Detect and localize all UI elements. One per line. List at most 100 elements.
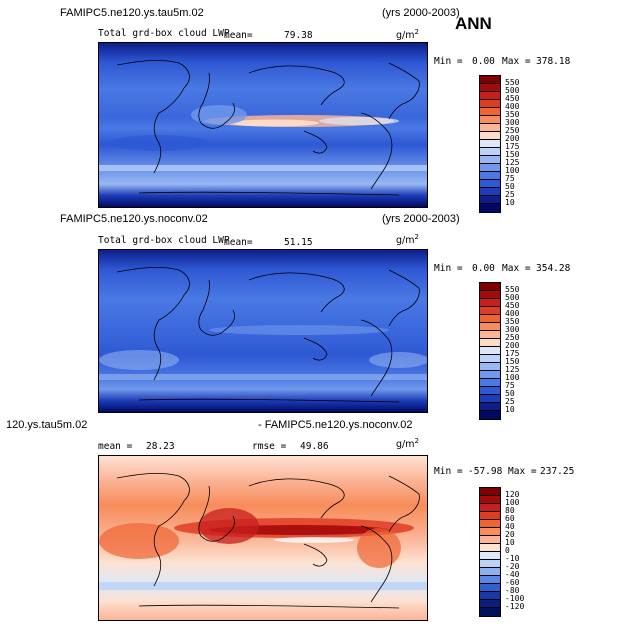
- colorbar-tick-label: 80: [505, 506, 515, 515]
- colorbar-swatch: [480, 411, 500, 419]
- colorbar-swatch: [480, 156, 500, 164]
- colorbar-tick-label: 450: [505, 94, 520, 103]
- panel2-years: (yrs 2000-2003): [382, 213, 460, 225]
- panel1-units: g/m2: [396, 28, 419, 42]
- colorbar-tick-label: 150: [505, 357, 520, 366]
- colorbar-swatch: [480, 355, 500, 363]
- panel2-mean-label: mean=: [224, 237, 253, 248]
- colorbar-swatch: [480, 387, 500, 395]
- colorbar-swatch: [480, 395, 500, 403]
- colorbar-tick-label: 500: [505, 86, 520, 95]
- colorbar-swatch: [480, 544, 500, 552]
- panel3-min-value: -57.98: [468, 466, 503, 477]
- panel1-max-value: 378.18: [536, 56, 571, 67]
- colorbar-tick-label: 50: [505, 182, 515, 191]
- colorbar-tick-label: 350: [505, 110, 520, 119]
- colorbar-tick-label: 250: [505, 333, 520, 342]
- colorbar-tick-label: 75: [505, 381, 515, 390]
- colorbar-tick-label: 50: [505, 389, 515, 398]
- colorbar-swatch: [480, 592, 500, 600]
- panel3-colorbar: [479, 487, 501, 617]
- colorbar-swatch: [480, 76, 500, 84]
- colorbar-swatch: [480, 403, 500, 411]
- colorbar-swatch: [480, 84, 500, 92]
- panel3-mean-value: 28.23: [146, 441, 175, 452]
- colorbar-swatch: [480, 140, 500, 148]
- colorbar-tick-label: 20: [505, 530, 515, 539]
- colorbar-swatch: [480, 363, 500, 371]
- colorbar-tick-label: 150: [505, 150, 520, 159]
- colorbar-swatch: [480, 307, 500, 315]
- panel3-mean-label: mean =: [98, 441, 133, 452]
- colorbar-swatch: [480, 560, 500, 568]
- colorbar-tick-label: -60: [505, 578, 520, 587]
- colorbar-tick-label: 60: [505, 514, 515, 523]
- colorbar-tick-label: 200: [505, 134, 520, 143]
- colorbar-swatch: [480, 116, 500, 124]
- colorbar-swatch: [480, 315, 500, 323]
- colorbar-tick-label: -10: [505, 554, 520, 563]
- colorbar-tick-label: 450: [505, 301, 520, 310]
- colorbar-swatch: [480, 180, 500, 188]
- colorbar-tick-label: 75: [505, 174, 515, 183]
- colorbar-swatch: [480, 196, 500, 204]
- colorbar-tick-label: 400: [505, 102, 520, 111]
- panel1-lwp-map: [98, 42, 428, 208]
- panel1-case-title: FAMIPC5.ne120.ys.tau5m.02: [60, 7, 204, 19]
- panel3-units: g/m2: [396, 437, 419, 451]
- colorbar-tick-label: 175: [505, 142, 520, 151]
- colorbar-tick-label: 175: [505, 349, 520, 358]
- panel2-max-value: 354.28: [536, 263, 571, 274]
- colorbar-tick-label: 100: [505, 498, 520, 507]
- colorbar-swatch: [480, 512, 500, 520]
- colorbar-tick-label: 40: [505, 522, 515, 531]
- colorbar-swatch: [480, 323, 500, 331]
- colorbar-tick-label: 400: [505, 309, 520, 318]
- colorbar-tick-label: 125: [505, 365, 520, 374]
- colorbar-tick-label: 500: [505, 293, 520, 302]
- colorbar-swatch: [480, 584, 500, 592]
- colorbar-swatch: [480, 92, 500, 100]
- panel2-min-value: 0.00: [472, 263, 495, 274]
- colorbar-tick-label: 125: [505, 158, 520, 167]
- colorbar-swatch: [480, 100, 500, 108]
- panel2-mean-value: 51.15: [284, 237, 313, 248]
- colorbar-swatch: [480, 568, 500, 576]
- colorbar-swatch: [480, 488, 500, 496]
- colorbar-swatch: [480, 520, 500, 528]
- colorbar-swatch: [480, 371, 500, 379]
- panel1-max-label: Max =: [502, 56, 531, 67]
- panel1-years: (yrs 2000-2003): [382, 7, 460, 19]
- panel3-rmse-value: 49.86: [300, 441, 329, 452]
- panel3-max-value: 237.25: [540, 466, 575, 477]
- panel2-max-label: Max =: [502, 263, 531, 274]
- panel1-field-label: Total grd-box cloud LWP: [98, 28, 230, 39]
- colorbar-swatch: [480, 552, 500, 560]
- panel1-min-value: 0.00: [472, 56, 495, 67]
- colorbar-tick-label: 25: [505, 190, 515, 199]
- colorbar-tick-label: 350: [505, 317, 520, 326]
- colorbar-swatch: [480, 528, 500, 536]
- colorbar-tick-label: -80: [505, 586, 520, 595]
- colorbar-swatch: [480, 108, 500, 116]
- panel2-case-title: FAMIPC5.ne120.ys.noconv.02: [60, 213, 208, 225]
- panel3-difference-map: [98, 455, 428, 621]
- colorbar-tick-label: 25: [505, 397, 515, 406]
- colorbar-swatch: [480, 339, 500, 347]
- colorbar-tick-label: 100: [505, 166, 520, 175]
- colorbar-swatch: [480, 347, 500, 355]
- panel3-max-label: Max =: [508, 466, 537, 477]
- colorbar-swatch: [480, 291, 500, 299]
- colorbar-swatch: [480, 124, 500, 132]
- panel2-units: g/m2: [396, 233, 419, 247]
- colorbar-tick-label: 300: [505, 325, 520, 334]
- colorbar-swatch: [480, 496, 500, 504]
- colorbar-swatch: [480, 283, 500, 291]
- panel2-colorbar: [479, 282, 501, 420]
- colorbar-swatch: [480, 188, 500, 196]
- colorbar-tick-label: -40: [505, 570, 520, 579]
- panel2-lwp-map: [98, 249, 428, 413]
- colorbar-swatch: [480, 299, 500, 307]
- colorbar-swatch: [480, 148, 500, 156]
- panel3-min-label: Min =: [434, 466, 463, 477]
